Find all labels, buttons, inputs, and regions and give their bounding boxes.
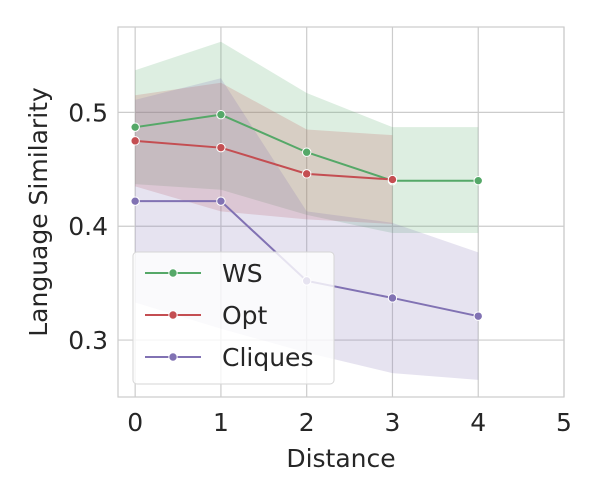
data-point-opt	[387, 174, 398, 185]
x-tick-label: 1	[213, 408, 229, 437]
legend-label: Cliques	[222, 343, 313, 372]
x-tick-label: 3	[385, 408, 401, 437]
x-axis-label: Distance	[286, 444, 395, 473]
data-point-ws	[301, 147, 312, 157]
legend-box	[132, 251, 335, 385]
y-tick-label: 0.3	[68, 326, 108, 355]
legend: WS Opt Cliques	[132, 251, 335, 385]
x-tick-label: 4	[470, 408, 486, 437]
legend-swatch-marker	[168, 310, 178, 320]
series-line-opt	[135, 139, 393, 181]
data-point-opt	[130, 136, 140, 146]
y-tick-label: 0.4	[68, 212, 108, 241]
legend-swatch-marker	[168, 352, 178, 362]
data-point-ws	[216, 109, 226, 120]
data-point-opt	[216, 142, 226, 153]
data-point-cliques	[473, 311, 483, 321]
legend-swatch-marker	[168, 268, 178, 278]
data-point-cliques	[387, 293, 398, 303]
legend-label: Opt	[222, 301, 268, 330]
data-point-ws	[130, 122, 140, 132]
tick-labels: 0 1 2 3 4 5 0.3 0.4 0.5	[68, 98, 572, 437]
data-point-cliques	[216, 196, 226, 206]
plot-frame	[117, 26, 565, 398]
x-tick-label: 0	[127, 408, 143, 437]
data-point-opt	[301, 169, 312, 179]
series-points	[130, 109, 483, 321]
data-point-ws	[473, 175, 483, 186]
y-tick-label: 0.5	[68, 98, 108, 127]
y-axis-label: Language Similarity	[24, 87, 53, 337]
data-point-cliques	[130, 196, 140, 206]
x-tick-label: 2	[299, 408, 315, 437]
legend-label: WS	[222, 259, 263, 288]
x-tick-label: 5	[556, 408, 572, 437]
